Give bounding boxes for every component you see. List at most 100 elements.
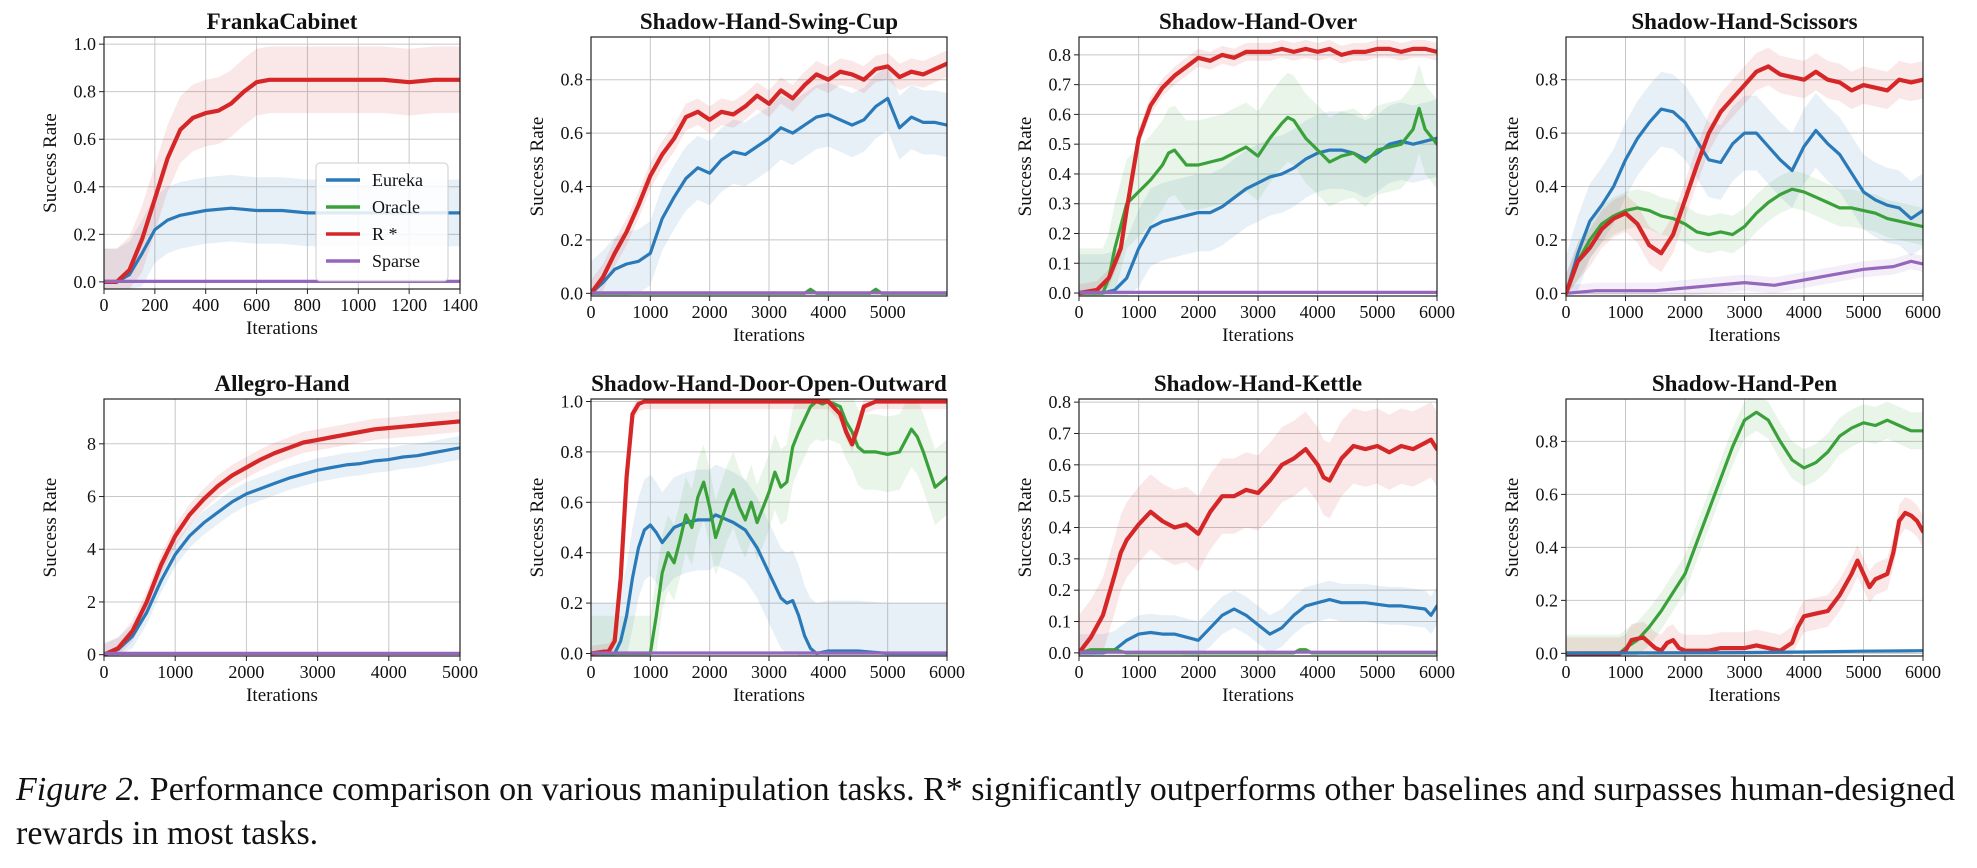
- series-line-rstar: [1079, 437, 1437, 656]
- x-tick-label: 3000: [1727, 662, 1763, 682]
- plot-area: [1079, 402, 1437, 656]
- band-oracle: [1079, 63, 1437, 296]
- band-rstar: [1079, 40, 1437, 296]
- axes-frame: [103, 36, 461, 290]
- band-rstar: [1566, 47, 1923, 296]
- series-line-sparse: [1566, 259, 1923, 295]
- x-axis-label: Iterations: [246, 685, 318, 706]
- series-line-rstar: [1566, 64, 1923, 296]
- series-line-eureka: [104, 446, 460, 656]
- band-eureka: [591, 464, 947, 656]
- x-tick-label: 6000: [1419, 662, 1455, 682]
- x-tick-label: 0: [100, 295, 109, 315]
- figure: 0 200 400 600 800 1000 1200 14000.00.20.40.60.8…: [40, 9, 1941, 706]
- y-tick-label: 0.0: [1049, 643, 1072, 663]
- y-tick-label: 0.7: [1049, 75, 1072, 95]
- x-tick-label: 1000: [1608, 662, 1644, 682]
- x-tick-label: 200: [141, 295, 168, 315]
- y-tick-label: 0.3: [1049, 194, 1072, 214]
- x-tick-label: 1000: [340, 295, 376, 315]
- x-tick-label: 3000: [1240, 302, 1276, 322]
- x-tick-label: 3000: [751, 662, 787, 682]
- x-tick-label: 1000: [632, 662, 668, 682]
- chart-panel-3: 0 1000 2000 3000 4000 5000 6000 0.0 0.1 0.2 0.3 0.4…: [1015, 9, 1455, 346]
- x-tick-label: 3000: [1727, 302, 1763, 322]
- x-tick-label: 4000: [1300, 662, 1336, 682]
- x-tick-label: 5000: [1359, 302, 1395, 322]
- chart-title: Shadow-Hand-Pen: [1652, 371, 1838, 396]
- x-tick-label: 2000: [228, 662, 264, 682]
- y-tick-label: 0.8: [1536, 70, 1559, 90]
- y-tick-label: 0.5: [1049, 486, 1072, 506]
- band-sparse: [1566, 253, 1923, 296]
- x-tick-label: 2000: [1667, 662, 1703, 682]
- x-axis-label: Iterations: [733, 685, 805, 706]
- y-tick-label: 0: [87, 645, 96, 665]
- series-line-oracle: [1079, 106, 1437, 295]
- x-tick-label: 6000: [1419, 302, 1455, 322]
- y-tick-label: 1.0: [561, 392, 584, 412]
- y-tick-label: 0.0: [1536, 283, 1559, 303]
- y-tick-label: 0.0: [74, 272, 97, 292]
- figure-caption: Figure 2. Performance comparison on vari…: [16, 768, 1966, 856]
- x-tick-label: 4000: [810, 302, 846, 322]
- x-tick-label: 1000: [1121, 302, 1157, 322]
- chart-panel-4: 0 1000 2000 3000 4000 5000 6000 0.0 0.2 0.4 0.6 0.8…: [1502, 9, 1941, 346]
- series-line-eureka: [1566, 107, 1923, 295]
- y-tick-label: 0.2: [1536, 590, 1559, 610]
- axes-frame: [103, 398, 461, 657]
- y-tick-label: 0.6: [74, 129, 97, 149]
- series-line-eureka: [1566, 649, 1923, 655]
- x-tick-label: 3000: [1240, 662, 1276, 682]
- series-line-rstar: [1566, 510, 1923, 656]
- chart-panel-6: 0 1000 2000 3000 4000 5000 6000 0.0 0.2 0.4 0.6 0.8…: [527, 371, 965, 706]
- y-tick-label: 0.6: [1536, 484, 1559, 504]
- x-tick-label: 4000: [1786, 302, 1822, 322]
- series-line-oracle: [591, 399, 947, 656]
- y-tick-label: 0.4: [1049, 164, 1072, 184]
- y-tick-label: 0.2: [1049, 580, 1072, 600]
- x-tick-label: 5000: [1846, 662, 1882, 682]
- x-tick-label: 6000: [929, 662, 965, 682]
- chart-title: Shadow-Hand-Kettle: [1154, 371, 1362, 396]
- legend-label-rstar: R *: [372, 224, 398, 244]
- x-tick-label: 4000: [810, 662, 846, 682]
- y-tick-label: 0.4: [561, 543, 584, 563]
- x-tick-label: 0: [1075, 662, 1084, 682]
- y-axis-label: Success Rate: [527, 478, 548, 578]
- y-tick-label: 4: [87, 539, 96, 559]
- x-tick-label: 0: [1562, 302, 1571, 322]
- chart-panel-1: 0 200 400 600 800 1000 1200 1400 0.0 0.2 0.4 0.6 0.8…: [40, 9, 478, 339]
- x-axis-label: Iterations: [733, 325, 805, 346]
- chart-panel-8: 0 1000 2000 3000 4000 5000 6000 0.0 0.2 0.4 0.6 0.8…: [1502, 371, 1941, 706]
- x-tick-label: 0: [100, 662, 109, 682]
- x-tick-label: 1200: [391, 295, 427, 315]
- y-tick-label: 0.8: [74, 82, 97, 102]
- y-tick-label: 6: [87, 487, 96, 507]
- x-tick-label: 5000: [442, 662, 478, 682]
- y-tick-label: 0.6: [1049, 455, 1072, 475]
- band-oracle: [1566, 170, 1923, 296]
- legend-label-eureka: Eureka: [372, 170, 423, 190]
- chart-title: Shadow-Hand-Scissors: [1631, 9, 1857, 34]
- series-line-rstar: [591, 399, 947, 656]
- y-axis-label: Success Rate: [1502, 478, 1523, 578]
- x-tick-label: 0: [587, 662, 596, 682]
- x-axis-label: Iterations: [246, 318, 318, 339]
- legend: Eureka Oracle R * Sparse: [315, 162, 449, 282]
- series-line-eureka: [1079, 136, 1437, 295]
- x-tick-label: 5000: [870, 662, 906, 682]
- y-axis-label: Success Rate: [40, 478, 61, 578]
- y-tick-label: 0.2: [1049, 223, 1072, 243]
- chart-title: Allegro-Hand: [214, 371, 349, 396]
- band-oracle: [591, 399, 947, 656]
- y-tick-label: 0.4: [561, 177, 584, 197]
- x-axis-label: Iterations: [1709, 685, 1781, 706]
- x-tick-label: 5000: [1359, 662, 1395, 682]
- y-tick-label: 0.0: [561, 643, 584, 663]
- y-tick-label: 0.8: [561, 70, 584, 90]
- x-tick-label: 6000: [1905, 302, 1941, 322]
- y-axis-label: Success Rate: [1502, 117, 1523, 217]
- y-tick-label: 0.1: [1049, 612, 1072, 632]
- y-tick-label: 0.1: [1049, 253, 1072, 273]
